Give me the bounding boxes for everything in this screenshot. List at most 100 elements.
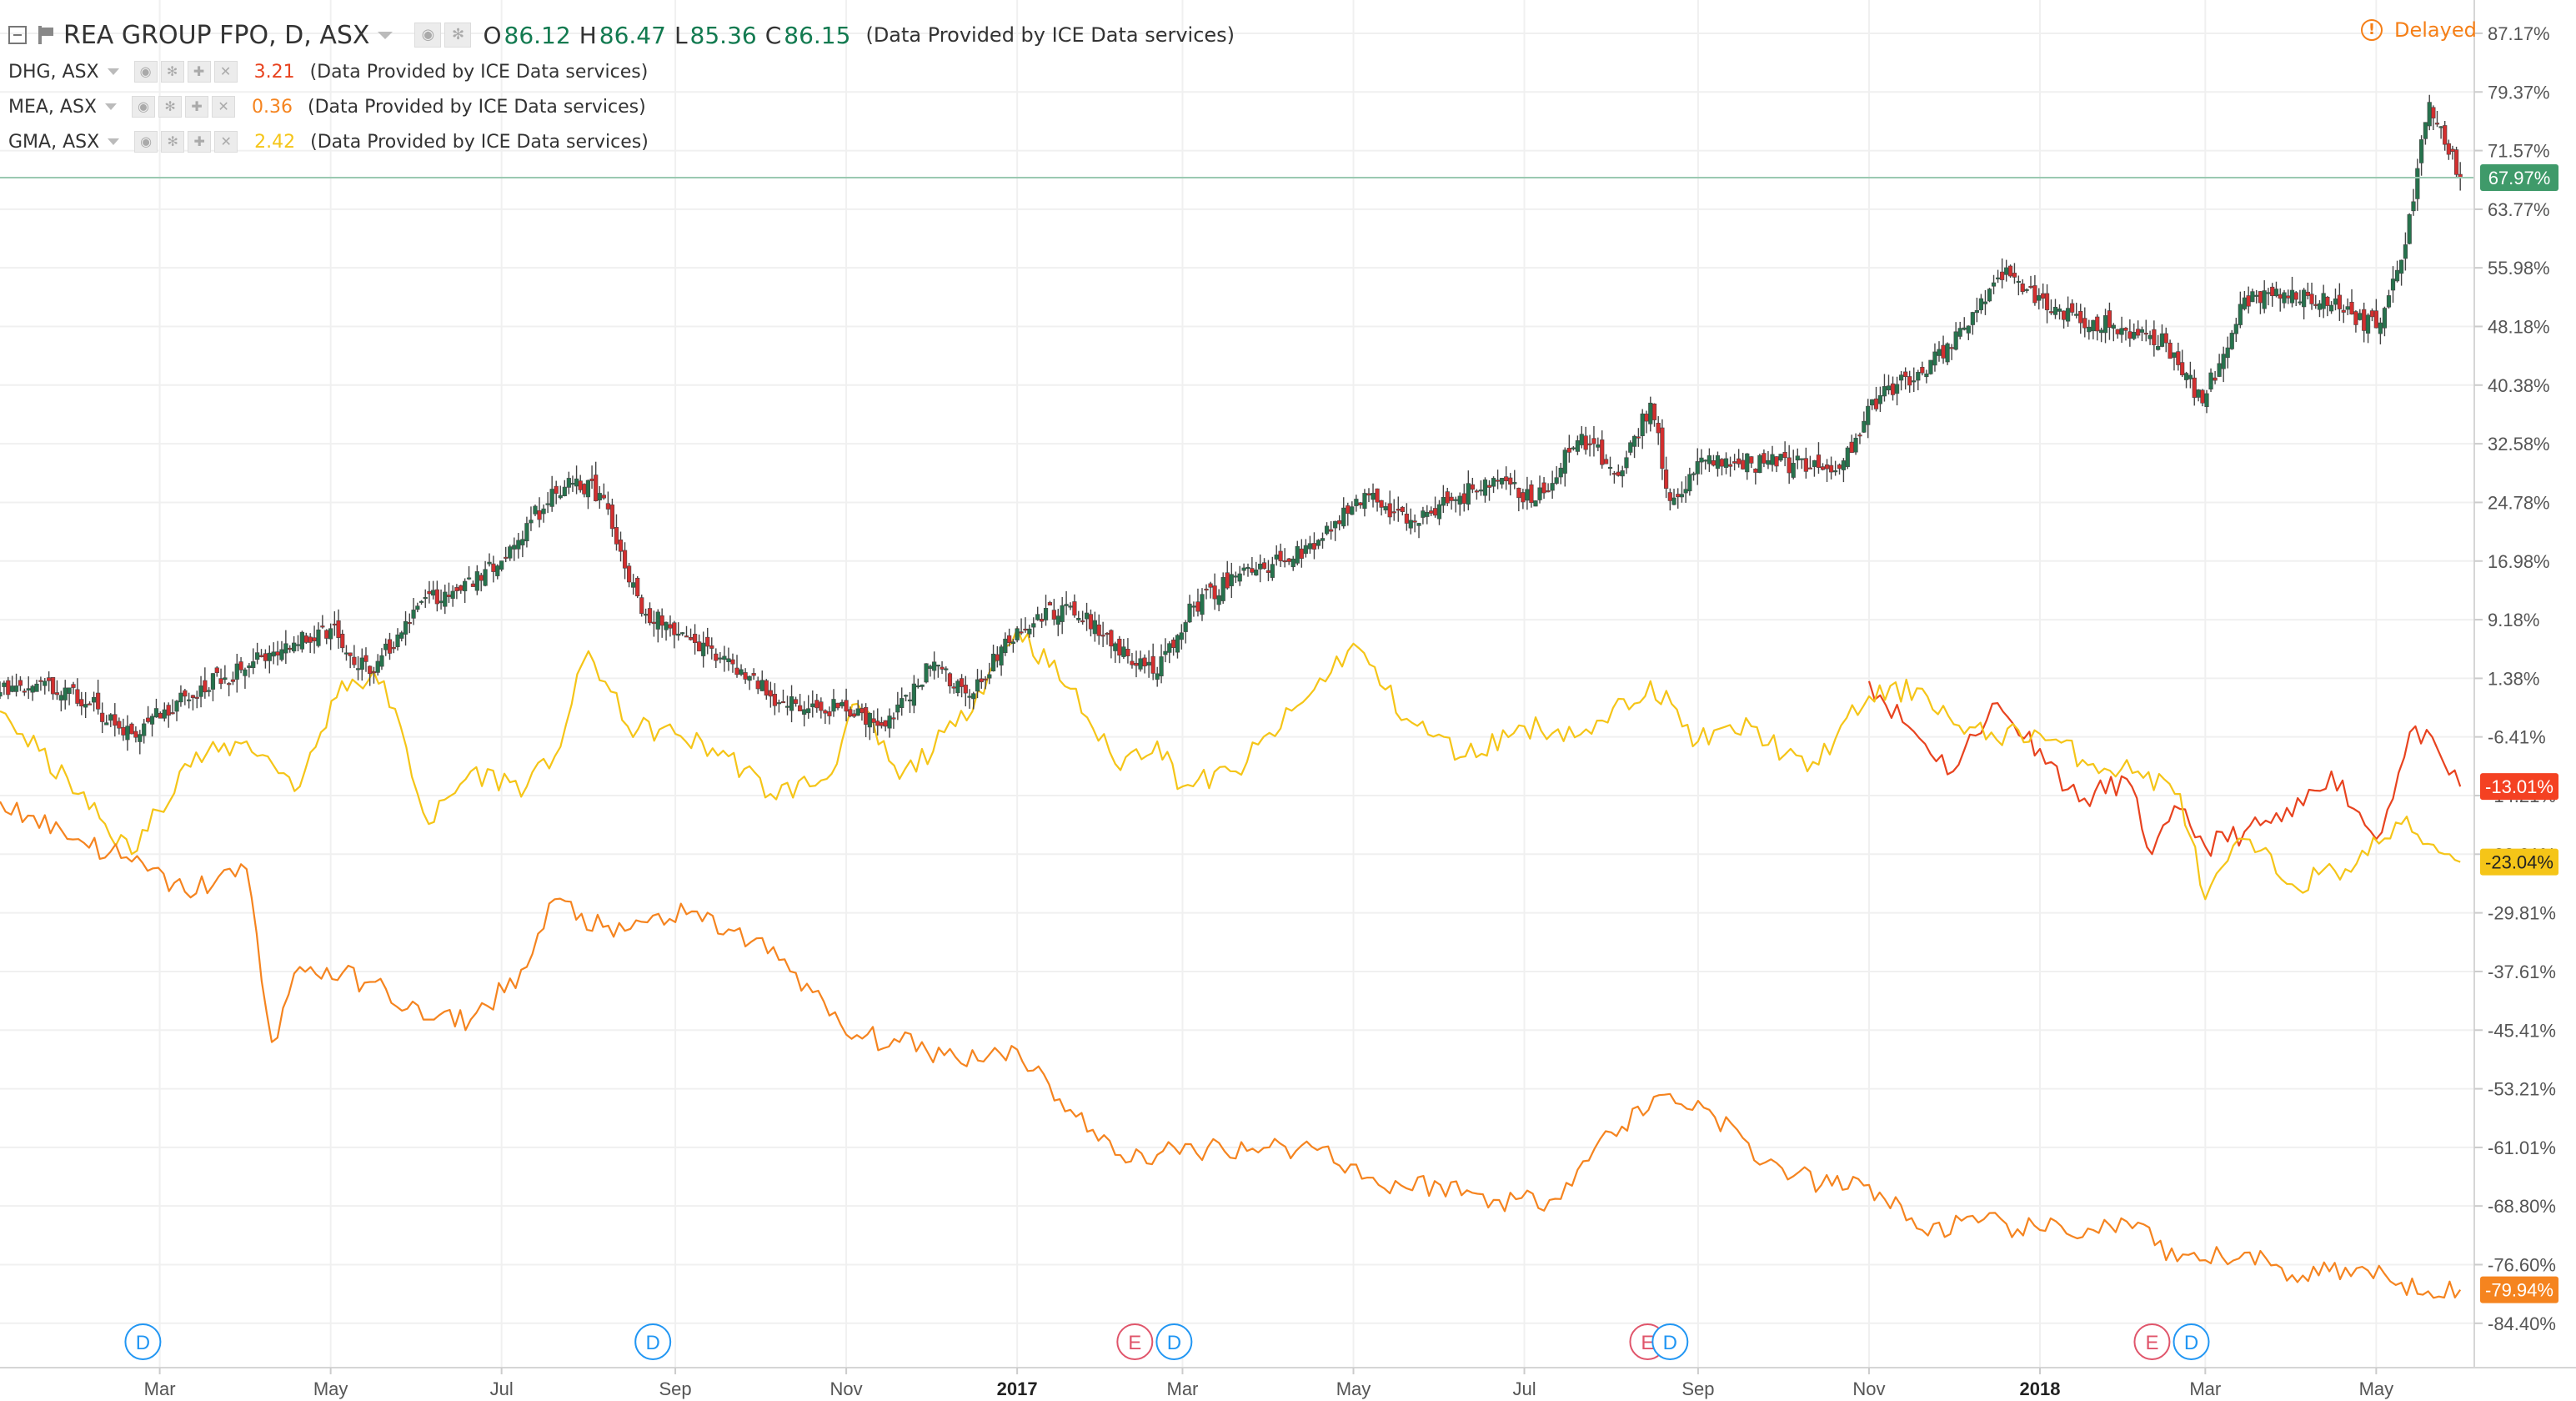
- earnings-label: E: [1641, 1332, 1654, 1354]
- candle-body: [2302, 289, 2307, 308]
- dividend-circle[interactable]: [634, 1323, 672, 1360]
- candle: [0, 681, 3, 700]
- candle: [2066, 296, 2071, 327]
- eye-icon[interactable]: ◉: [132, 96, 156, 118]
- settings-gear-icon[interactable]: ✻: [444, 23, 472, 48]
- dividend-circle[interactable]: [1651, 1323, 1689, 1360]
- candle-body: [705, 636, 710, 647]
- candle-body: [1799, 458, 1804, 460]
- candle-body: [1229, 574, 1234, 586]
- candle-body: [1512, 482, 1517, 485]
- add-icon[interactable]: ✚: [185, 96, 209, 118]
- candle: [1366, 488, 1371, 503]
- chevron-down-icon[interactable]: [107, 68, 119, 75]
- dividend-marker[interactable]: D: [2173, 1323, 2210, 1360]
- add-icon[interactable]: ✚: [188, 131, 212, 153]
- candle: [827, 706, 832, 725]
- dividend-circle[interactable]: [124, 1323, 162, 1360]
- candle-body: [672, 622, 677, 635]
- candle-body: [1387, 503, 1392, 518]
- chevron-down-icon[interactable]: [105, 103, 118, 110]
- candle: [336, 609, 341, 649]
- y-tick-label: -6.41%: [2488, 727, 2546, 748]
- dividend-marker[interactable]: D: [634, 1323, 672, 1360]
- close-icon[interactable]: ✕: [214, 131, 238, 153]
- candle-body: [2373, 310, 2378, 329]
- eye-icon[interactable]: ◉: [133, 61, 158, 83]
- candle: [332, 611, 337, 636]
- close-icon[interactable]: ✕: [213, 61, 238, 83]
- candle: [1766, 450, 1771, 470]
- dividend-marker[interactable]: D: [1651, 1323, 1689, 1360]
- candle: [1187, 595, 1192, 623]
- candle: [1807, 455, 1812, 470]
- symbol-title[interactable]: REA GROUP FPO, D, ASX: [63, 20, 370, 50]
- candle-body: [1766, 459, 1771, 465]
- delayed-indicator[interactable]: ! Delayed: [2361, 18, 2477, 42]
- dividend-circle[interactable]: [1155, 1323, 1193, 1360]
- candle: [1432, 496, 1438, 518]
- close-icon[interactable]: ✕: [212, 96, 236, 118]
- candle-body: [255, 652, 260, 660]
- candle-body: [928, 665, 933, 669]
- comparison-symbol[interactable]: MEA, ASX: [8, 96, 98, 118]
- candle-body: [1225, 572, 1230, 589]
- earnings-marker[interactable]: E: [2133, 1323, 2171, 1360]
- candle: [1019, 618, 1024, 635]
- candle: [743, 668, 748, 684]
- badge-label: -79.94%: [2485, 1280, 2553, 1301]
- dividend-marker[interactable]: D: [124, 1323, 162, 1360]
- earnings-marker[interactable]: E: [1116, 1323, 1154, 1360]
- collapse-legend-button[interactable]: [8, 26, 27, 44]
- candle: [125, 715, 130, 751]
- candle: [895, 691, 900, 721]
- candle-body: [1699, 457, 1704, 463]
- candle-body: [504, 556, 509, 559]
- chevron-down-icon[interactable]: [108, 138, 120, 145]
- candle-body: [879, 722, 885, 726]
- candle-body: [688, 637, 694, 640]
- candle: [263, 649, 268, 669]
- dividend-marker[interactable]: D: [1155, 1323, 1193, 1360]
- candle: [1607, 456, 1613, 476]
- candle-body: [566, 478, 571, 488]
- badge-background: [2480, 164, 2558, 192]
- flag-icon[interactable]: [38, 26, 53, 44]
- candle-body: [2115, 329, 2120, 334]
- candle: [1040, 613, 1045, 628]
- settings-gear-icon[interactable]: ✻: [158, 96, 183, 118]
- earnings-circle[interactable]: [2133, 1323, 2171, 1360]
- candle: [423, 589, 428, 608]
- candle-body: [423, 597, 428, 600]
- candle-body: [316, 629, 321, 646]
- candle: [810, 690, 815, 718]
- add-icon[interactable]: ✚: [187, 61, 211, 83]
- candle: [194, 690, 199, 709]
- time-axis[interactable]: Mar May Jul Sep Nov 2017 Mar May Jul Sep Nov 2018 Ma…: [0, 1367, 2576, 1399]
- candle-body: [1466, 483, 1471, 505]
- candle: [1258, 554, 1263, 583]
- candle: [697, 634, 702, 652]
- candle-body: [855, 708, 860, 716]
- comparison-symbol[interactable]: DHG, ASX: [8, 61, 99, 83]
- candle-body: [1953, 331, 1958, 350]
- comparison-symbol[interactable]: GMA, ASX: [8, 131, 100, 153]
- candle: [1991, 274, 1997, 294]
- earnings-circle[interactable]: [1116, 1323, 1154, 1360]
- candle-body: [418, 600, 424, 603]
- dividend-circle[interactable]: [2173, 1323, 2210, 1360]
- chevron-down-icon[interactable]: [378, 31, 393, 39]
- eye-icon[interactable]: ◉: [414, 23, 442, 48]
- candle: [597, 486, 602, 510]
- candle-body: [1088, 614, 1094, 630]
- data-provider-note: (Data Provided by ICE Data services): [310, 131, 649, 153]
- eye-icon[interactable]: ◉: [134, 131, 158, 153]
- price-axis[interactable]: 87.17% 79.37% 71.57% 63.77% 55.98% 48.18% 40.3…: [2473, 0, 2576, 1401]
- candle-body: [883, 720, 888, 727]
- settings-gear-icon[interactable]: ✻: [161, 131, 185, 153]
- candle-body: [1155, 673, 1160, 680]
- settings-gear-icon[interactable]: ✻: [160, 61, 184, 83]
- candle-body: [403, 620, 408, 635]
- candle: [609, 498, 615, 537]
